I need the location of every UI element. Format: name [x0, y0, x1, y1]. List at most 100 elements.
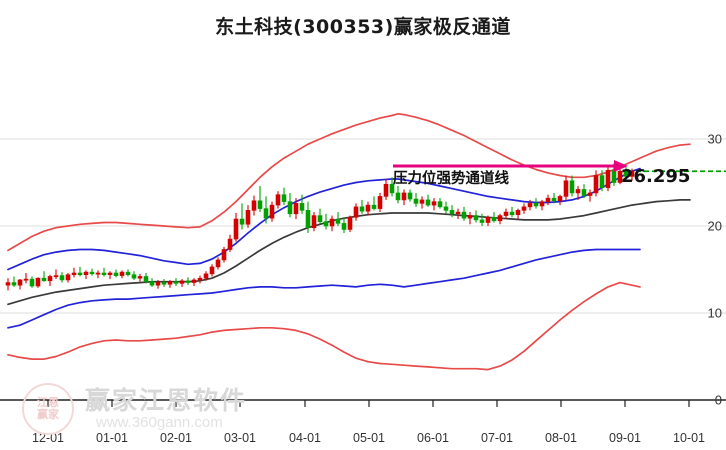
candle-body	[425, 199, 431, 206]
candle-body	[377, 196, 383, 209]
candle-body	[95, 272, 101, 275]
candle-body	[59, 275, 65, 281]
candle-body	[269, 204, 275, 219]
candle-body	[353, 206, 359, 218]
candle-body	[611, 170, 617, 183]
candle-body	[47, 276, 53, 282]
candle-body	[407, 192, 413, 200]
candle-body	[341, 223, 347, 230]
candle-body	[515, 210, 521, 215]
candle-body	[179, 280, 185, 284]
candle-body	[209, 266, 215, 275]
candle-body	[599, 175, 605, 189]
candle-body	[53, 275, 59, 278]
candle-body	[113, 272, 119, 276]
candle-body	[161, 282, 167, 285]
candle-body	[293, 203, 299, 215]
candle-body	[11, 282, 17, 286]
candle-body	[221, 249, 227, 261]
candle-body	[431, 201, 437, 206]
x-axis-tick-04-01: 04-01	[289, 431, 321, 445]
candle-body	[263, 208, 269, 219]
candle-body	[623, 170, 629, 177]
chart-plot-area[interactable]	[0, 55, 726, 425]
candle-body	[395, 192, 401, 201]
candle-body	[419, 199, 425, 204]
y-axis-tick-20: 20	[707, 218, 722, 234]
x-axis-tick-03-01: 03-01	[224, 431, 256, 445]
candle-body	[191, 279, 197, 283]
x-axis-tick-10-01: 10-01	[673, 431, 705, 445]
candle-body	[467, 215, 473, 219]
candle-body	[299, 203, 305, 211]
watermark-logo-top: 江恩	[37, 396, 59, 409]
x-axis-tick-08-01: 08-01	[545, 431, 577, 445]
candle-body	[137, 276, 143, 279]
resistance-line-label: 压力位强势通道线	[393, 171, 509, 187]
candle-body	[197, 277, 203, 281]
candle-body	[449, 210, 455, 215]
candle-body	[605, 170, 611, 189]
candle-body	[239, 218, 245, 225]
candle-body	[107, 272, 113, 276]
candle-body	[281, 194, 287, 202]
candle-body	[629, 170, 635, 177]
candle-body	[461, 211, 467, 219]
candle-body	[503, 211, 509, 216]
candle-body	[17, 279, 23, 286]
candle-body	[275, 194, 281, 206]
candle-body	[251, 200, 257, 211]
x-axis-tick-06-01: 06-01	[417, 431, 449, 445]
watermark-logo-bottom: 赢家	[37, 408, 59, 421]
x-axis-tick-09-01: 09-01	[609, 431, 641, 445]
candle-body	[413, 198, 419, 204]
candle-body	[173, 281, 179, 284]
candle-body	[131, 274, 137, 279]
candle-body	[35, 277, 41, 287]
x-axis-tick-05-01: 05-01	[353, 431, 385, 445]
candle-body	[335, 218, 341, 224]
candle-body	[401, 192, 407, 201]
candle-body	[83, 271, 89, 276]
candle-body	[23, 278, 29, 281]
resistance-arrow-head	[614, 159, 628, 172]
candle-body	[125, 271, 131, 276]
candle-body	[185, 280, 191, 283]
candle-body	[389, 183, 395, 194]
candle-body	[65, 274, 71, 281]
candle-body	[29, 278, 35, 287]
candle-body	[245, 210, 251, 225]
candle-body	[305, 210, 311, 229]
candle-body	[581, 189, 587, 196]
candle-body	[485, 217, 491, 223]
candle-body	[545, 197, 551, 202]
candle-body	[533, 203, 539, 207]
band-line	[7, 281, 641, 371]
candle-body	[587, 192, 593, 196]
candle-body	[167, 281, 173, 285]
x-axis-tick-07-01: 07-01	[481, 431, 513, 445]
y-axis-tick-0: 0	[714, 392, 722, 408]
candle-body	[593, 175, 599, 194]
candle-body	[491, 217, 497, 222]
candle-body	[215, 259, 221, 268]
candle-body	[575, 189, 581, 194]
x-axis-tick-12-01: 12-01	[32, 431, 64, 445]
candle-body	[233, 218, 239, 240]
band-line	[7, 248, 641, 329]
candle-body	[311, 215, 317, 229]
candle-body	[89, 271, 95, 275]
watermark-brand: 赢家江恩软件	[85, 386, 248, 415]
candle-body	[227, 238, 233, 250]
candle-body	[359, 206, 365, 212]
candle-body	[317, 215, 323, 222]
candle-body	[119, 271, 125, 276]
y-axis-tick-30: 30	[707, 131, 722, 147]
watermark-logo: 江恩 赢家	[22, 383, 74, 435]
candle-body	[527, 203, 533, 208]
candle-body	[383, 183, 389, 197]
candle-body	[473, 215, 479, 221]
candle-body	[77, 272, 83, 276]
candle-body	[257, 200, 263, 209]
